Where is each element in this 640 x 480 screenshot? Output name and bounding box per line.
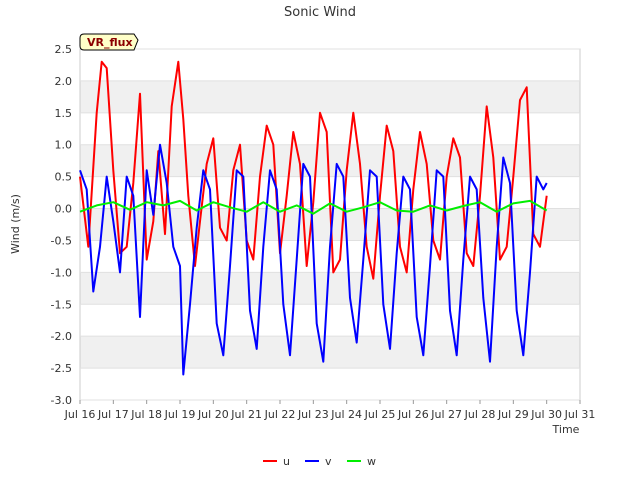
y-tick-label: -1.5	[51, 298, 72, 311]
site-badge: VR_flux	[79, 33, 139, 51]
y-axis-ticks: -3.0 -2.5 -2.0 -1.5 -1.0 -0.5 0.0 0.5 1.0 1.5 2.0 2…	[51, 43, 580, 407]
y-tick-label: -3.0	[51, 394, 72, 407]
x-tick-label: Jul 30	[530, 408, 562, 421]
x-tick-label: Jul 17	[97, 408, 129, 421]
x-tick-label: Jul 27	[430, 408, 462, 421]
x-tick-label: Jul 21	[230, 408, 262, 421]
x-tick-label: Jul 29	[497, 408, 529, 421]
y-tick-label: 1.0	[55, 139, 73, 152]
x-axis-title: Time	[552, 423, 580, 436]
x-tick-label: Jul 24	[330, 408, 362, 421]
legend-label-w: w	[367, 455, 376, 468]
background-band	[80, 336, 580, 369]
series-lines	[79, 60, 548, 376]
series-line-w	[79, 199, 548, 215]
y-axis-title: Wind (m/s)	[9, 194, 22, 254]
y-tick-label: 2.5	[55, 43, 73, 56]
background-bands	[80, 80, 580, 369]
x-tick-label: Jul 22	[264, 408, 296, 421]
legend-label-u: u	[283, 455, 290, 468]
y-tick-label: -2.5	[51, 362, 72, 375]
background-band	[80, 80, 580, 113]
x-tick-label: Jul 28	[464, 408, 496, 421]
y-tick-label: 0.5	[55, 171, 73, 184]
legend-label-v: v	[325, 455, 332, 468]
x-tick-label: Jul 23	[297, 408, 329, 421]
x-tick-label: Jul 31	[564, 408, 596, 421]
y-tick-label: -0.5	[51, 234, 72, 247]
y-tick-label: 2.0	[55, 75, 73, 88]
legend: u v w	[263, 455, 376, 468]
x-tick-label: Jul 26	[397, 408, 429, 421]
x-tick-label: Jul 18	[130, 408, 162, 421]
y-tick-label: -2.0	[51, 330, 72, 343]
x-tick-label: Jul 16	[64, 408, 96, 421]
y-tick-label: 0.0	[55, 203, 73, 216]
y-tick-label: 1.5	[55, 107, 73, 120]
chart-title: Sonic Wind	[284, 5, 356, 20]
x-tick-label: Jul 25	[364, 408, 396, 421]
x-tick-label: Jul 19	[164, 408, 196, 421]
series-line-v	[79, 143, 548, 376]
badge-label: VR_flux	[87, 36, 133, 49]
badge-box	[79, 33, 139, 51]
background-band	[80, 272, 580, 305]
y-tick-label: -1.0	[51, 266, 72, 279]
x-axis-ticks: Jul 16 Jul 17 Jul 18 Jul 19 Jul 20 Jul 21 Jul …	[64, 400, 596, 421]
x-tick-label: Jul 20	[197, 408, 229, 421]
